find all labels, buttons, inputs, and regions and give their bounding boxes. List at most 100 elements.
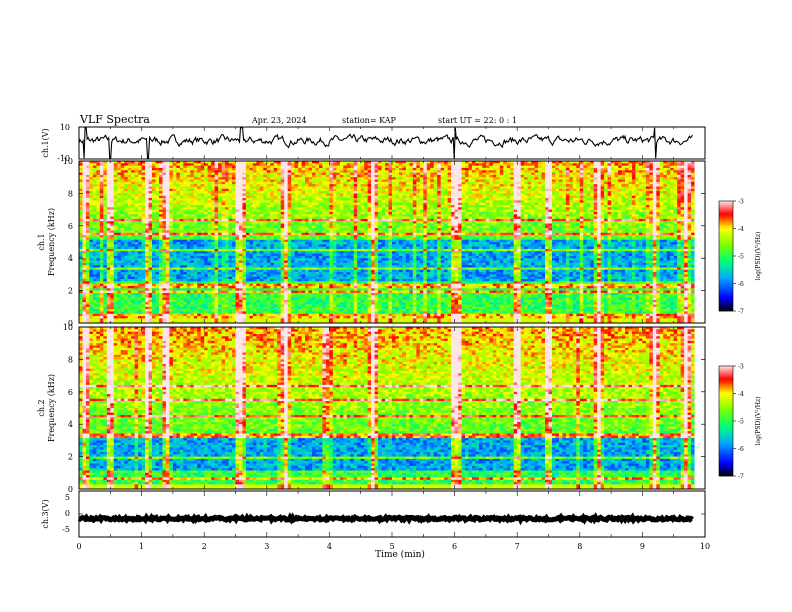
spectrogram-cell	[135, 258, 139, 261]
spectrogram-cell	[128, 196, 132, 199]
spectrogram-cell	[121, 198, 125, 201]
spectrogram-cell	[121, 230, 125, 233]
spectrogram-cell	[142, 210, 146, 213]
spectrogram-cell	[100, 217, 104, 220]
spectrogram-cell	[162, 242, 166, 245]
spectrogram-cell	[100, 189, 104, 192]
spectrogram-cell	[152, 173, 156, 176]
spectrogram-cell	[159, 298, 163, 301]
spectrogram-cell	[117, 311, 121, 314]
spectrogram-cell	[124, 270, 128, 273]
spectrogram-cell	[166, 249, 170, 252]
spectrogram-cell	[156, 242, 160, 245]
spectrogram-cell	[107, 293, 111, 296]
spectrogram-cell	[114, 210, 118, 213]
spectrogram-cell	[79, 170, 83, 173]
spectrogram-cell	[152, 226, 156, 229]
spectrogram-cell	[82, 212, 86, 215]
spectrogram-cell	[93, 314, 97, 317]
spectrogram-cell	[86, 205, 90, 208]
spectrogram-cell	[100, 184, 104, 187]
spectrogram-cell	[107, 207, 111, 210]
spectrogram-cell	[124, 281, 128, 284]
spectrogram-cell	[96, 240, 100, 243]
spectrogram-cell	[114, 242, 118, 245]
spectrogram-cell	[124, 182, 128, 185]
spectrogram-cell	[169, 298, 173, 301]
spectrogram-cell	[169, 295, 173, 298]
spectrogram-cell	[124, 302, 128, 305]
spectrogram-cell	[138, 205, 142, 208]
spectrogram-cell	[121, 281, 125, 284]
spectrogram-cell	[131, 279, 135, 282]
spectrogram-cell	[89, 265, 93, 268]
spectrogram-cell	[110, 223, 114, 226]
spectrogram-cell	[86, 219, 90, 222]
spectrogram-cell	[96, 228, 100, 231]
spectrogram-cell	[89, 267, 93, 270]
spectrogram-cell	[162, 168, 166, 171]
spectrogram-cell	[142, 300, 146, 303]
spectrogram-cell	[131, 186, 135, 189]
spectrogram-cell	[107, 240, 111, 243]
spectrogram-cell	[159, 219, 163, 222]
spectrogram-cell	[107, 217, 111, 220]
spectrogram-cell	[82, 277, 86, 280]
spectrogram-cell	[79, 163, 83, 166]
spectrogram-cell	[149, 198, 153, 201]
spectrogram-cell	[135, 168, 139, 171]
spectrogram-cell	[166, 311, 170, 314]
spectrogram-cell	[103, 267, 107, 270]
spectrogram-cell	[162, 300, 166, 303]
spectrogram-cell	[162, 217, 166, 220]
spectrogram-cell	[128, 173, 132, 176]
spectrogram-cell	[121, 235, 125, 238]
spectrogram-cell	[86, 293, 90, 296]
spectrogram-cell	[79, 279, 83, 282]
spectrogram-cell	[142, 267, 146, 270]
spectrogram-cell	[128, 244, 132, 247]
spectrogram-cell	[117, 286, 121, 289]
spectrogram-cell	[86, 267, 90, 270]
spectrogram-cell	[156, 198, 160, 201]
spectrogram-cell	[142, 230, 146, 233]
spectrogram-cell	[162, 173, 166, 176]
spectrogram-cell	[169, 230, 173, 233]
spectrogram-cell	[138, 272, 142, 275]
spectrogram-cell	[169, 237, 173, 240]
spectrogram-cell	[152, 256, 156, 259]
spectrogram-cell	[121, 291, 125, 294]
spectrogram-cell	[145, 242, 149, 245]
spectrogram-cell	[166, 163, 170, 166]
spectrogram-cell	[135, 205, 139, 208]
spectrogram-cell	[142, 286, 146, 289]
spectrogram-cell	[162, 288, 166, 291]
spectrogram-cell	[142, 277, 146, 280]
spectrogram-cell	[152, 314, 156, 317]
spectrogram-cell	[135, 219, 139, 222]
spectrogram-cell	[156, 212, 160, 215]
spectrogram-cell	[131, 302, 135, 305]
ch1-spectrogram-panel: 0246810 ch.1 Frequency (kHz)	[37, 157, 705, 328]
spectrogram-cell	[166, 166, 170, 169]
spectrogram-cell	[114, 226, 118, 229]
spectrogram-cell	[114, 175, 118, 178]
spectrogram-cell	[166, 217, 170, 220]
spectrogram-cell	[110, 219, 114, 222]
spectrogram-cell	[152, 166, 156, 169]
spectrogram-cell	[138, 196, 142, 199]
spectrogram-cell	[93, 207, 97, 210]
spectrogram-cell	[110, 186, 114, 189]
spectrogram-cell	[159, 314, 163, 317]
spectrogram-cell	[117, 193, 121, 196]
spectrogram-cell	[162, 263, 166, 266]
spectrogram-cell	[145, 235, 149, 238]
spectrogram-cell	[89, 191, 93, 194]
spectrogram-cell	[135, 247, 139, 250]
spectrogram-cell	[159, 307, 163, 310]
spectrogram-cell	[100, 318, 104, 321]
spectrogram-cell	[117, 270, 121, 273]
spectrogram-cell	[162, 207, 166, 210]
spectrogram-cell	[110, 274, 114, 277]
spectrogram-cell	[156, 207, 160, 210]
